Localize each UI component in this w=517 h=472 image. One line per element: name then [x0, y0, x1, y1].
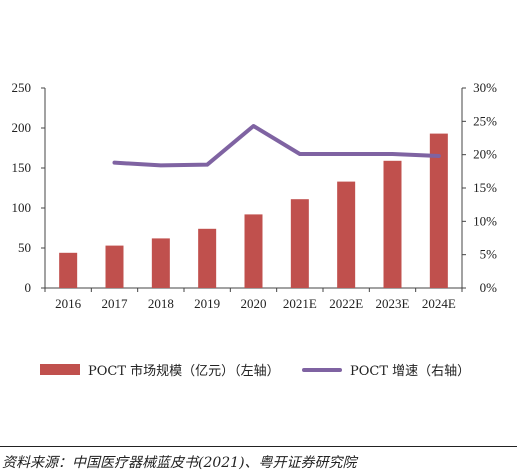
left-axis-tick-label: 50: [18, 240, 31, 255]
left-axis-tick-label: 200: [12, 120, 32, 135]
x-axis-tick-label: 2019: [194, 296, 220, 311]
legend-item-line: POCT 增速（右轴）: [302, 360, 470, 379]
left-axis-tick-label: 0: [25, 280, 32, 295]
line-series: [112, 124, 441, 168]
chart: 0 50 100 150 200 250 0% 5% 10% 15% 20% 25% 30% 2016 20…: [12, 80, 498, 311]
bar: [151, 238, 170, 288]
x-axis-tick-label: 2020: [241, 296, 267, 311]
bar: [383, 160, 402, 288]
legend-bar-swatch: [40, 364, 80, 375]
bar: [244, 214, 263, 288]
x-axis-tick-label: 2023E: [376, 296, 410, 311]
legend-bar-label: POCT 市场规模（亿元）（左轴）: [88, 364, 280, 379]
bar: [290, 199, 309, 288]
bar-series: [59, 133, 448, 288]
growth-line: [112, 124, 441, 168]
legend-line-label: POCT 增速（右轴）: [350, 364, 471, 379]
right-axis-tick-label: 0%: [480, 280, 498, 295]
bar: [337, 181, 356, 288]
bar: [59, 252, 78, 288]
x-axis-tick-label: 2017: [102, 296, 129, 311]
right-axis-tick-label: 30%: [473, 80, 497, 95]
bar: [198, 228, 217, 288]
x-axis-tick-label: 2024E: [422, 296, 456, 311]
right-axis-tick-label: 5%: [480, 247, 498, 262]
tick-labels: 0 50 100 150 200 250 0% 5% 10% 15% 20% 25% 30% 2016 20…: [12, 80, 498, 311]
x-axis-tick-label: 2018: [148, 296, 174, 311]
source-note: 资料来源：中国医疗器械蓝皮书(2021)、粤开证券研究院: [2, 455, 357, 471]
bar: [429, 133, 448, 288]
x-axis-tick-label: 2021E: [283, 296, 317, 311]
left-axis-tick-label: 150: [12, 160, 32, 175]
right-axis-tick-label: 20%: [473, 147, 497, 162]
right-axis-tick-label: 10%: [473, 213, 497, 228]
left-axis-tick-label: 100: [12, 200, 32, 215]
legend-line-swatch: [302, 367, 342, 372]
right-axis-tick-label: 15%: [473, 180, 497, 195]
legend: POCT 市场规模（亿元）（左轴） POCT 增速（右轴）: [0, 356, 517, 380]
x-axis-tick-label: 2022E: [329, 296, 363, 311]
right-axis-tick-label: 25%: [473, 113, 497, 128]
source-divider: [0, 446, 517, 447]
left-axis-tick-label: 250: [12, 80, 32, 95]
legend-item-bar: POCT 市场规模（亿元）（左轴）: [40, 360, 280, 379]
bar: [105, 245, 124, 288]
x-axis-tick-label: 2016: [55, 296, 82, 311]
